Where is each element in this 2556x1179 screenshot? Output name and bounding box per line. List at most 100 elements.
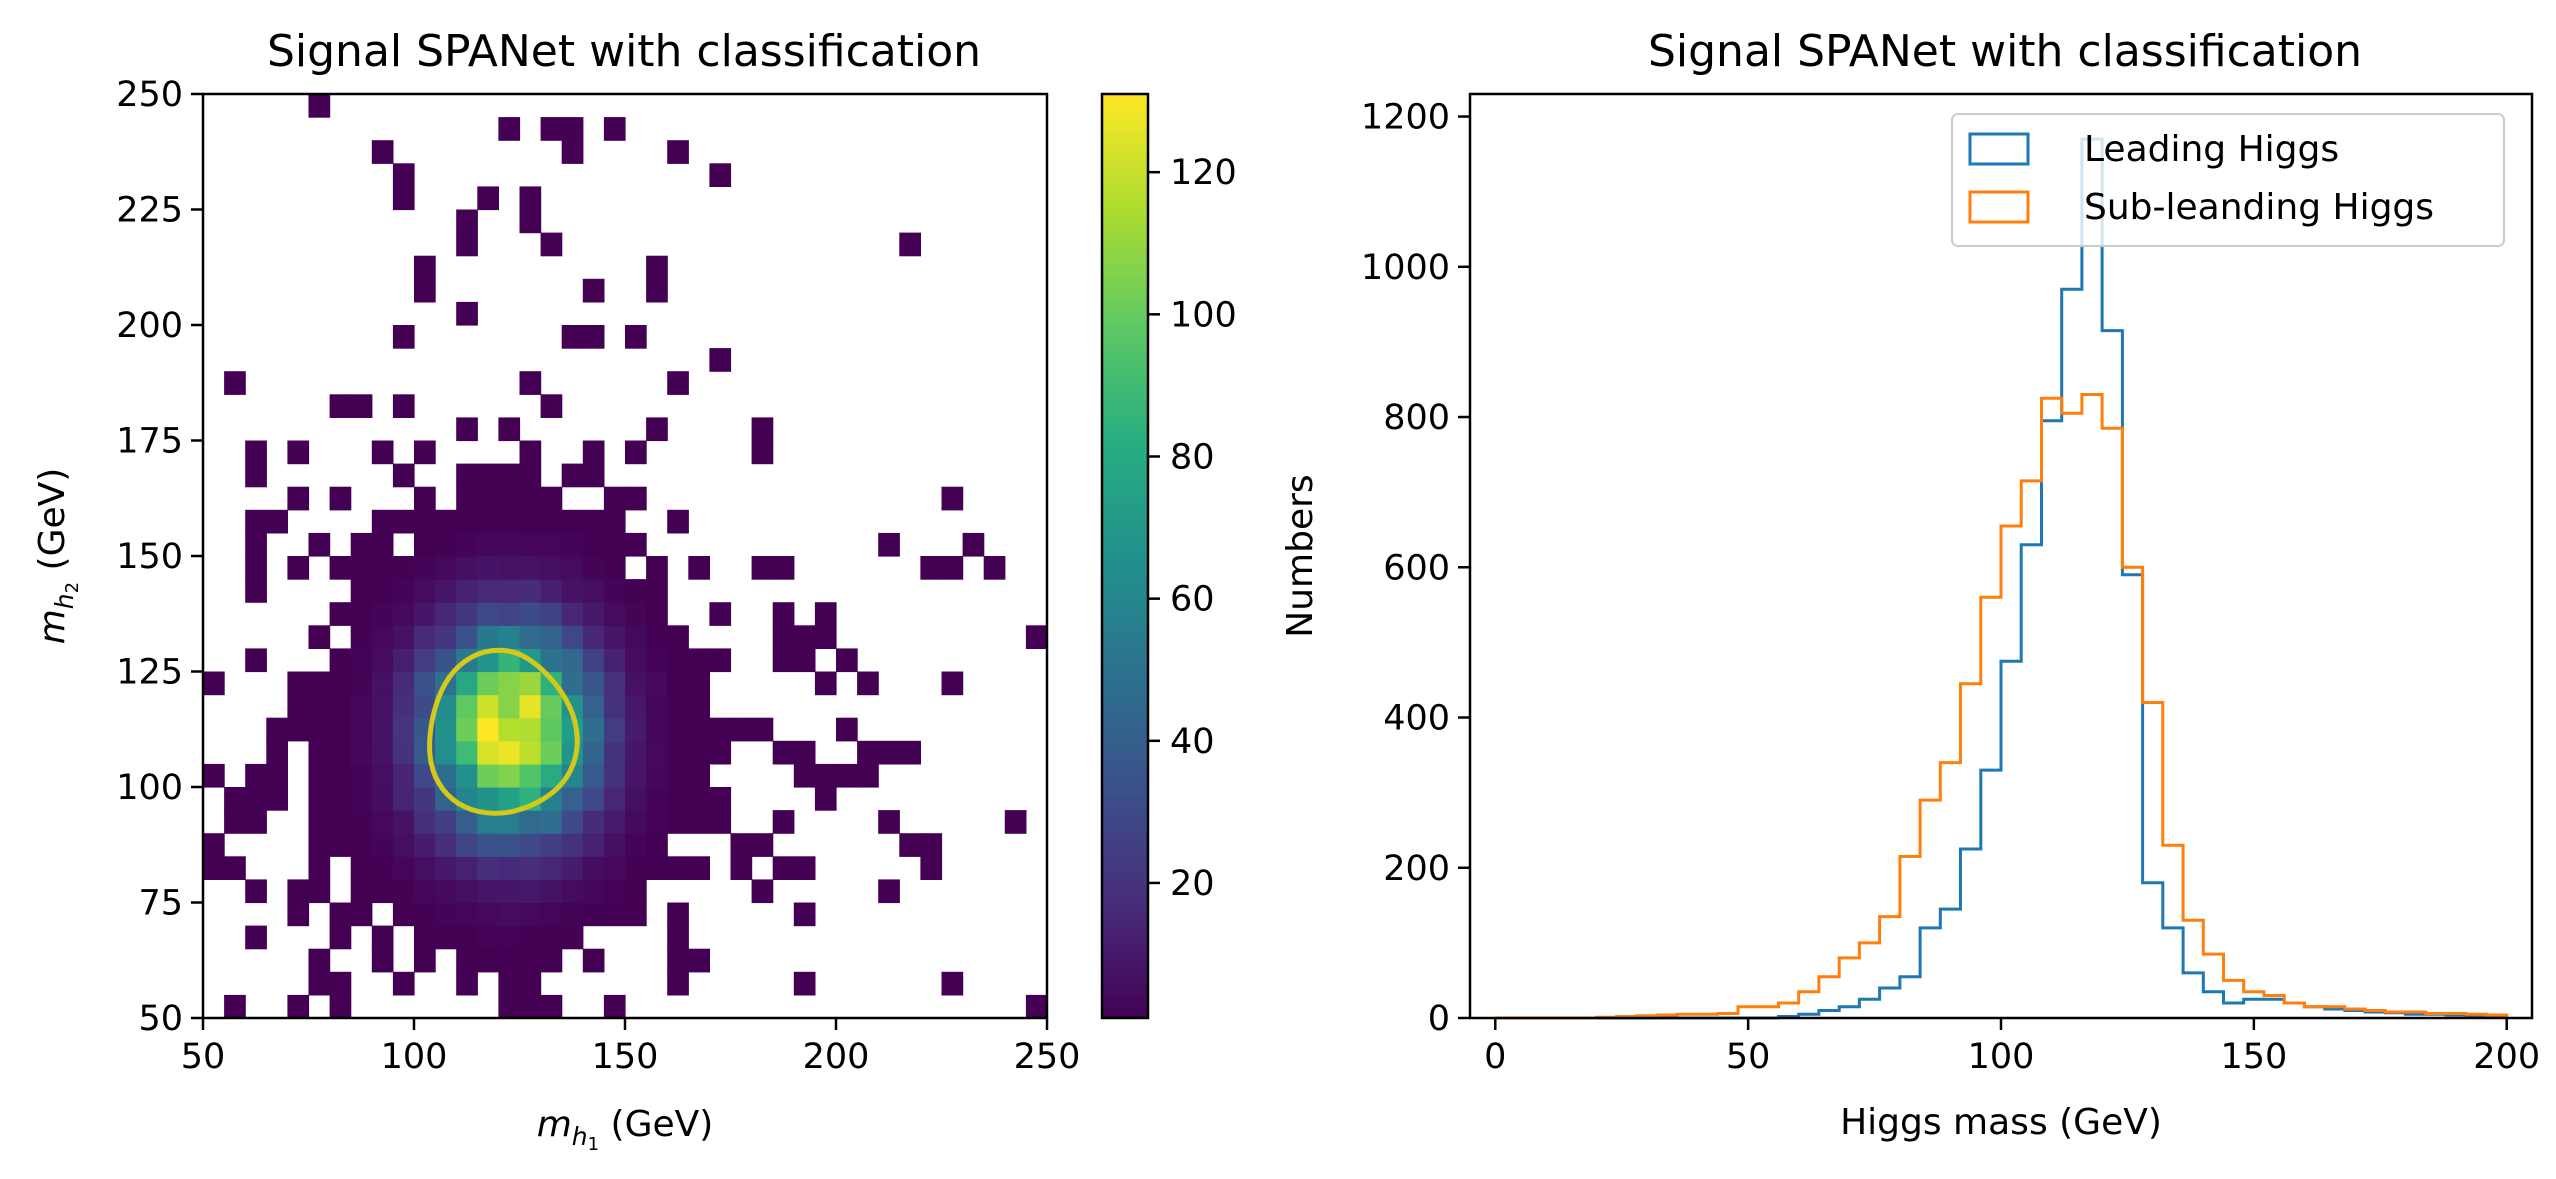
heatmap-cell [393, 879, 415, 903]
heatmap-cell [583, 856, 605, 880]
heatmap-cell [562, 140, 584, 164]
heatmap-cell [393, 186, 415, 210]
heatmap-cell [498, 833, 520, 857]
heatmap-cell [667, 949, 689, 973]
heatmap-cell [773, 625, 795, 649]
heatmap-cell [667, 787, 689, 811]
heatmap-cell [794, 741, 816, 765]
heatmap-cell [583, 879, 605, 903]
heatmap-cell [794, 903, 816, 927]
heatmap-cell [372, 833, 394, 857]
heatmap-cell [646, 672, 668, 696]
heatmap-cell [456, 879, 478, 903]
heatmap-cell [520, 810, 542, 834]
heatmap-x-axis-label: mh1 (GeV) [537, 1104, 714, 1155]
heatmap-cell [435, 602, 457, 626]
heatmap-cell [372, 140, 394, 164]
heatmap-cell [309, 833, 331, 857]
heatmap-cell [245, 533, 267, 557]
heatmap-cell [857, 741, 879, 765]
heatmap-cell [309, 949, 331, 973]
heatmap-cell [942, 556, 964, 580]
heatmap-cell [351, 672, 373, 696]
heatmap-cell [245, 926, 267, 950]
heatmap-cell [667, 695, 689, 719]
heatmap-cell [477, 949, 499, 973]
heatmap-x-ticks: 50 100 150 200 250 [181, 1018, 1081, 1077]
heatmap-cell [583, 279, 605, 303]
histogram-y-tick-label: 200 [1383, 849, 1450, 889]
heatmap-x-tick-label: 50 [181, 1037, 226, 1077]
heatmap-cell [541, 695, 563, 719]
heatmap-cell [794, 972, 816, 996]
heatmap-cell [456, 533, 478, 557]
heatmap-cell [541, 625, 563, 649]
colorbar-tick-label: 40 [1170, 722, 1215, 762]
heatmap-cell [604, 625, 626, 649]
heatmap-cell [393, 972, 415, 996]
heatmap-cell [688, 787, 710, 811]
heatmap-cell [224, 995, 246, 1019]
heatmap-cell [203, 672, 225, 696]
heatmap-cell [541, 926, 563, 950]
heatmap-cell [309, 533, 331, 557]
heatmap-cell [393, 672, 415, 696]
heatmap-cell [667, 810, 689, 834]
heatmap-cell [498, 718, 520, 742]
heatmap-cell [477, 856, 499, 880]
heatmap-cell [372, 648, 394, 672]
heatmap-cell [456, 625, 478, 649]
heatmap-cell [773, 741, 795, 765]
heatmap-cell [646, 833, 668, 857]
heatmap-cell [625, 810, 647, 834]
heatmap-cell [646, 279, 668, 303]
heatmap-cell [330, 810, 352, 834]
histogram-y-tick-label: 800 [1383, 398, 1450, 438]
heatmap-cell [498, 787, 520, 811]
heatmap-cell [414, 648, 436, 672]
heatmap-cell [920, 556, 942, 580]
heatmap-cell [625, 695, 647, 719]
heatmap-cell [604, 602, 626, 626]
heatmap-cell [815, 625, 837, 649]
heatmap-cell [794, 856, 816, 880]
heatmap-cell [498, 949, 520, 973]
histogram-x-tick-label: 200 [2473, 1037, 2540, 1077]
colorbar-ticks: 20 40 60 80 100 120 [1148, 153, 1237, 904]
heatmap-cell [604, 718, 626, 742]
heatmap-cell [351, 879, 373, 903]
heatmap-y-tick-label: 75 [138, 884, 183, 924]
heatmap-cell [709, 348, 731, 372]
heatmap-cell [203, 764, 225, 788]
heatmap-cell [456, 810, 478, 834]
heatmap-cell [435, 833, 457, 857]
heatmap-cell [520, 995, 542, 1019]
heatmap-cell [625, 487, 647, 511]
heatmap-cell [583, 718, 605, 742]
heatmap-cell [414, 949, 436, 973]
legend: Leading Higgs Sub-leanding Higgs [1952, 114, 2504, 246]
heatmap-cell [414, 856, 436, 880]
heatmap-cell [393, 787, 415, 811]
heatmap-cell [351, 579, 373, 603]
heatmap-cell [541, 510, 563, 534]
heatmap-cell [245, 464, 267, 488]
heatmap-cell [224, 787, 246, 811]
heatmap-cell [498, 464, 520, 488]
heatmap-cell [309, 695, 331, 719]
heatmap-cell [688, 556, 710, 580]
heatmap-cell [351, 625, 373, 649]
heatmap-cell [414, 556, 436, 580]
heatmap-cell [287, 995, 309, 1019]
heatmap-cell [688, 949, 710, 973]
heatmap-cell [456, 233, 478, 257]
heatmap-cell [815, 787, 837, 811]
heatmap-cell [709, 648, 731, 672]
heatmap-cell [646, 417, 668, 441]
heatmap-cell [224, 810, 246, 834]
heatmap-cell [372, 602, 394, 626]
heatmap-cell [625, 325, 647, 349]
heatmap-cell [393, 856, 415, 880]
heatmap-cell [393, 718, 415, 742]
heatmap-cell [435, 879, 457, 903]
